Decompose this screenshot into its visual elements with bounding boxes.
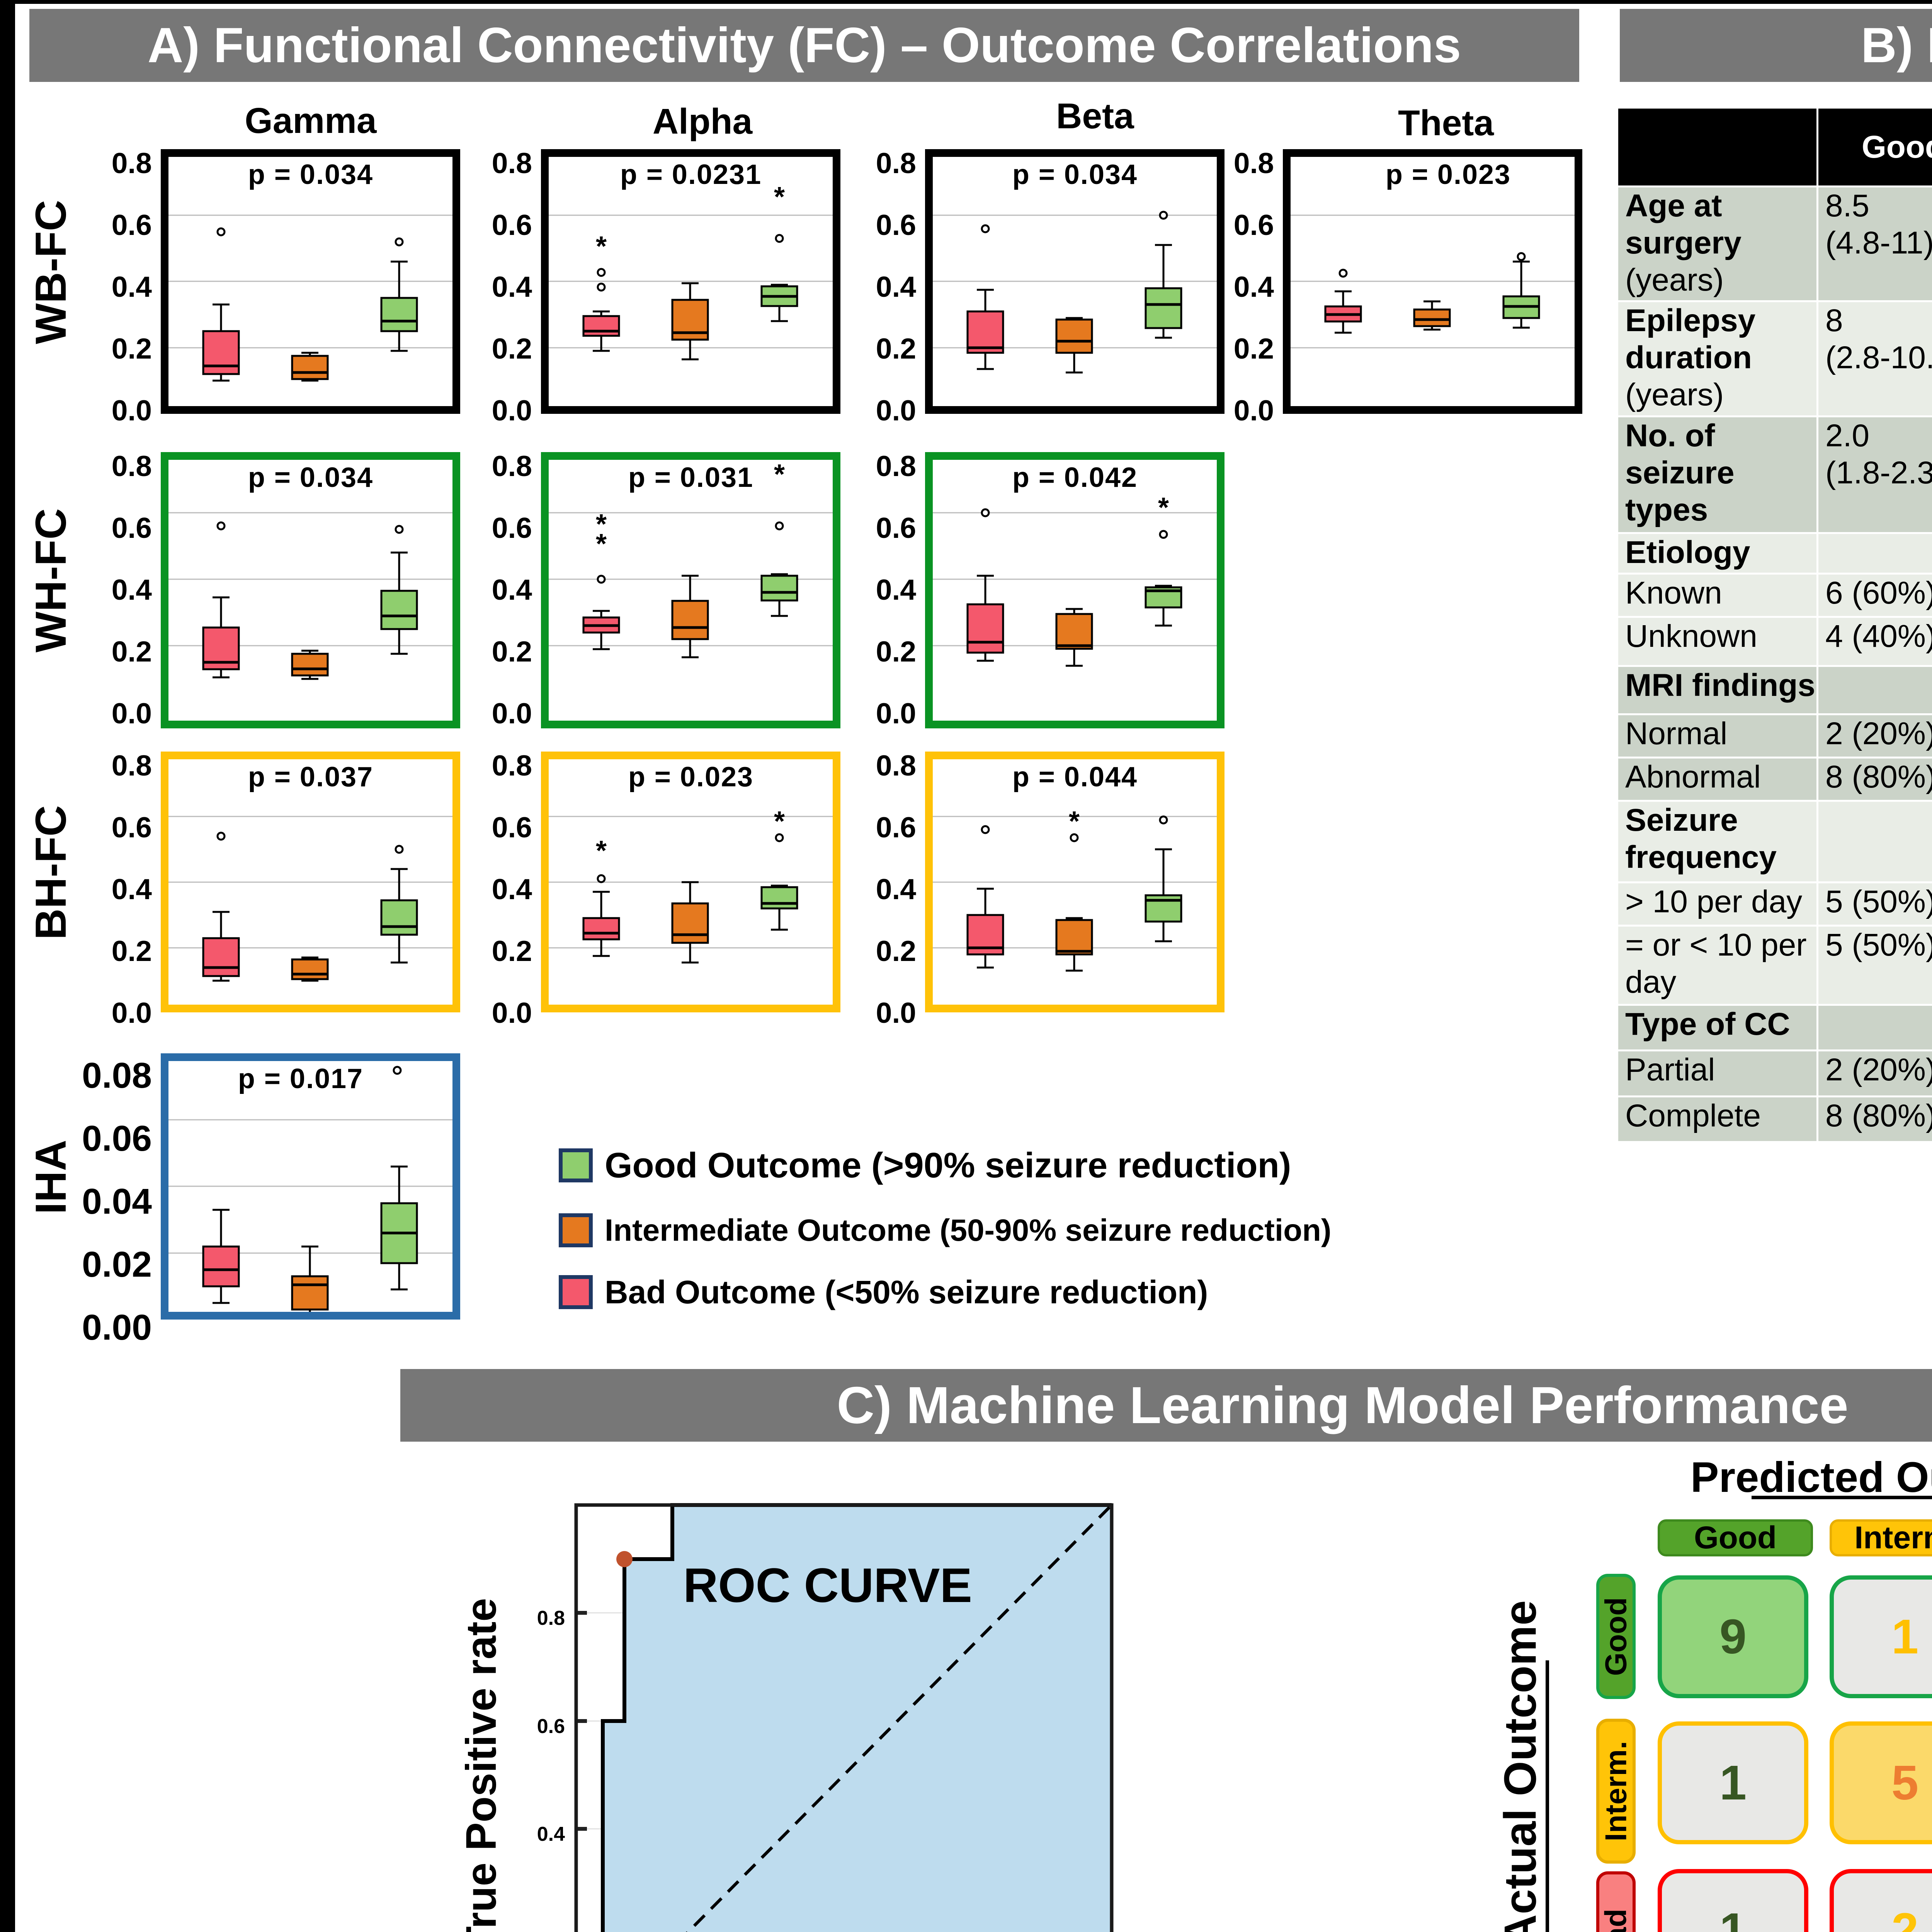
svg-text:0.02: 0.02 (82, 1244, 152, 1284)
svg-text:0.0: 0.0 (876, 394, 916, 427)
svg-text:0.4: 0.4 (876, 573, 917, 606)
svg-text:0.6: 0.6 (112, 512, 152, 544)
svg-text:0.8: 0.8 (112, 450, 152, 482)
svg-text:0.2: 0.2 (492, 935, 532, 967)
svg-text:0.6: 0.6 (876, 811, 916, 844)
svg-text:0.6: 0.6 (492, 811, 532, 844)
svg-text:0.00: 0.00 (82, 1307, 152, 1347)
svg-text:0.6: 0.6 (876, 512, 916, 544)
svg-text:0.4: 0.4 (112, 873, 152, 905)
svg-text:0.8: 0.8 (492, 749, 532, 782)
svg-text:0.0: 0.0 (492, 997, 532, 1029)
svg-text:0.8: 0.8 (876, 450, 916, 482)
svg-text:0.8: 0.8 (112, 749, 152, 782)
svg-text:0.04: 0.04 (82, 1181, 152, 1221)
svg-text:*: * (596, 231, 607, 262)
svg-text:p = 0.034: p = 0.034 (1012, 159, 1138, 190)
svg-text:BH-FC: BH-FC (27, 805, 75, 940)
svg-text:p = 0.037: p = 0.037 (248, 762, 373, 793)
svg-text:p = 0.034: p = 0.034 (248, 462, 373, 493)
svg-text:0.6: 0.6 (876, 209, 916, 241)
svg-text:0.2: 0.2 (492, 332, 532, 365)
svg-text:0.2: 0.2 (1234, 332, 1274, 365)
svg-text:p = 0.044: p = 0.044 (1012, 762, 1138, 793)
svg-text:0.8: 0.8 (876, 749, 916, 782)
svg-text:0.8: 0.8 (492, 147, 532, 179)
svg-text:0.0: 0.0 (112, 997, 152, 1029)
svg-text:p = 0.042: p = 0.042 (1012, 462, 1138, 493)
svg-text:0.4: 0.4 (492, 873, 532, 905)
svg-text:0.8: 0.8 (876, 147, 916, 179)
svg-text:True Positive rate: True Positive rate (457, 1598, 505, 1932)
svg-text:p = 0.0231: p = 0.0231 (620, 159, 762, 190)
svg-text:0.8: 0.8 (537, 1607, 565, 1629)
svg-text:0.2: 0.2 (112, 332, 152, 365)
svg-text:0.4: 0.4 (537, 1823, 565, 1845)
svg-text:0.4: 0.4 (876, 270, 917, 303)
svg-text:0.4: 0.4 (1234, 270, 1274, 303)
svg-text:0.4: 0.4 (492, 270, 532, 303)
svg-text:Theta: Theta (1398, 103, 1494, 143)
svg-text:Gamma: Gamma (245, 100, 377, 141)
svg-text:0.0: 0.0 (112, 394, 152, 427)
svg-text:Alpha: Alpha (653, 101, 753, 141)
svg-text:0.6: 0.6 (112, 209, 152, 241)
svg-text:WH-FC: WH-FC (27, 508, 75, 652)
svg-text:0.08: 0.08 (82, 1055, 152, 1095)
svg-text:0.4: 0.4 (876, 873, 917, 905)
svg-text:p = 0.017: p = 0.017 (238, 1063, 363, 1094)
svg-text:*: * (1158, 492, 1169, 523)
svg-text:0.4: 0.4 (112, 573, 152, 606)
svg-text:0.2: 0.2 (876, 935, 916, 967)
svg-text:0.0: 0.0 (492, 697, 532, 730)
svg-text:0.0: 0.0 (876, 997, 916, 1029)
svg-text:0.6: 0.6 (492, 209, 532, 241)
svg-text:Beta: Beta (1056, 96, 1134, 136)
svg-text:0.2: 0.2 (537, 1931, 565, 1932)
svg-text:0.6: 0.6 (1234, 209, 1274, 241)
svg-text:0.2: 0.2 (112, 935, 152, 967)
svg-text:0.8: 0.8 (112, 147, 152, 179)
svg-text:0.8: 0.8 (492, 450, 532, 482)
svg-text:*: * (774, 459, 785, 490)
svg-text:0.06: 0.06 (82, 1118, 152, 1158)
svg-text:0.2: 0.2 (876, 635, 916, 668)
svg-text:*: * (774, 182, 785, 213)
svg-text:p = 0.023: p = 0.023 (628, 762, 753, 793)
svg-text:0.2: 0.2 (112, 635, 152, 668)
svg-text:*: * (774, 806, 785, 837)
svg-text:ROC CURVE: ROC CURVE (683, 1559, 972, 1612)
svg-text:0.4: 0.4 (112, 270, 152, 303)
svg-text:p = 0.031: p = 0.031 (628, 462, 753, 493)
svg-text:0.6: 0.6 (537, 1715, 565, 1738)
svg-text:0.0: 0.0 (1234, 394, 1274, 427)
svg-text:0.0: 0.0 (492, 394, 532, 427)
svg-text:p = 0.023: p = 0.023 (1386, 159, 1511, 190)
svg-text:0.2: 0.2 (876, 332, 916, 365)
svg-text:0.0: 0.0 (112, 697, 152, 730)
svg-text:*: * (596, 509, 607, 540)
svg-text:0.6: 0.6 (112, 811, 152, 844)
svg-text:IHA: IHA (27, 1140, 75, 1214)
svg-text:*: * (1069, 806, 1080, 837)
svg-text:*: * (596, 529, 607, 560)
svg-text:0.6: 0.6 (492, 512, 532, 544)
svg-text:0.2: 0.2 (492, 635, 532, 668)
svg-text:p = 0.034: p = 0.034 (248, 159, 373, 190)
svg-text:0.0: 0.0 (876, 697, 916, 730)
svg-text:0.8: 0.8 (1234, 147, 1274, 179)
svg-text:*: * (596, 835, 607, 866)
svg-text:0.4: 0.4 (492, 573, 532, 606)
svg-text:WB-FC: WB-FC (27, 200, 75, 344)
